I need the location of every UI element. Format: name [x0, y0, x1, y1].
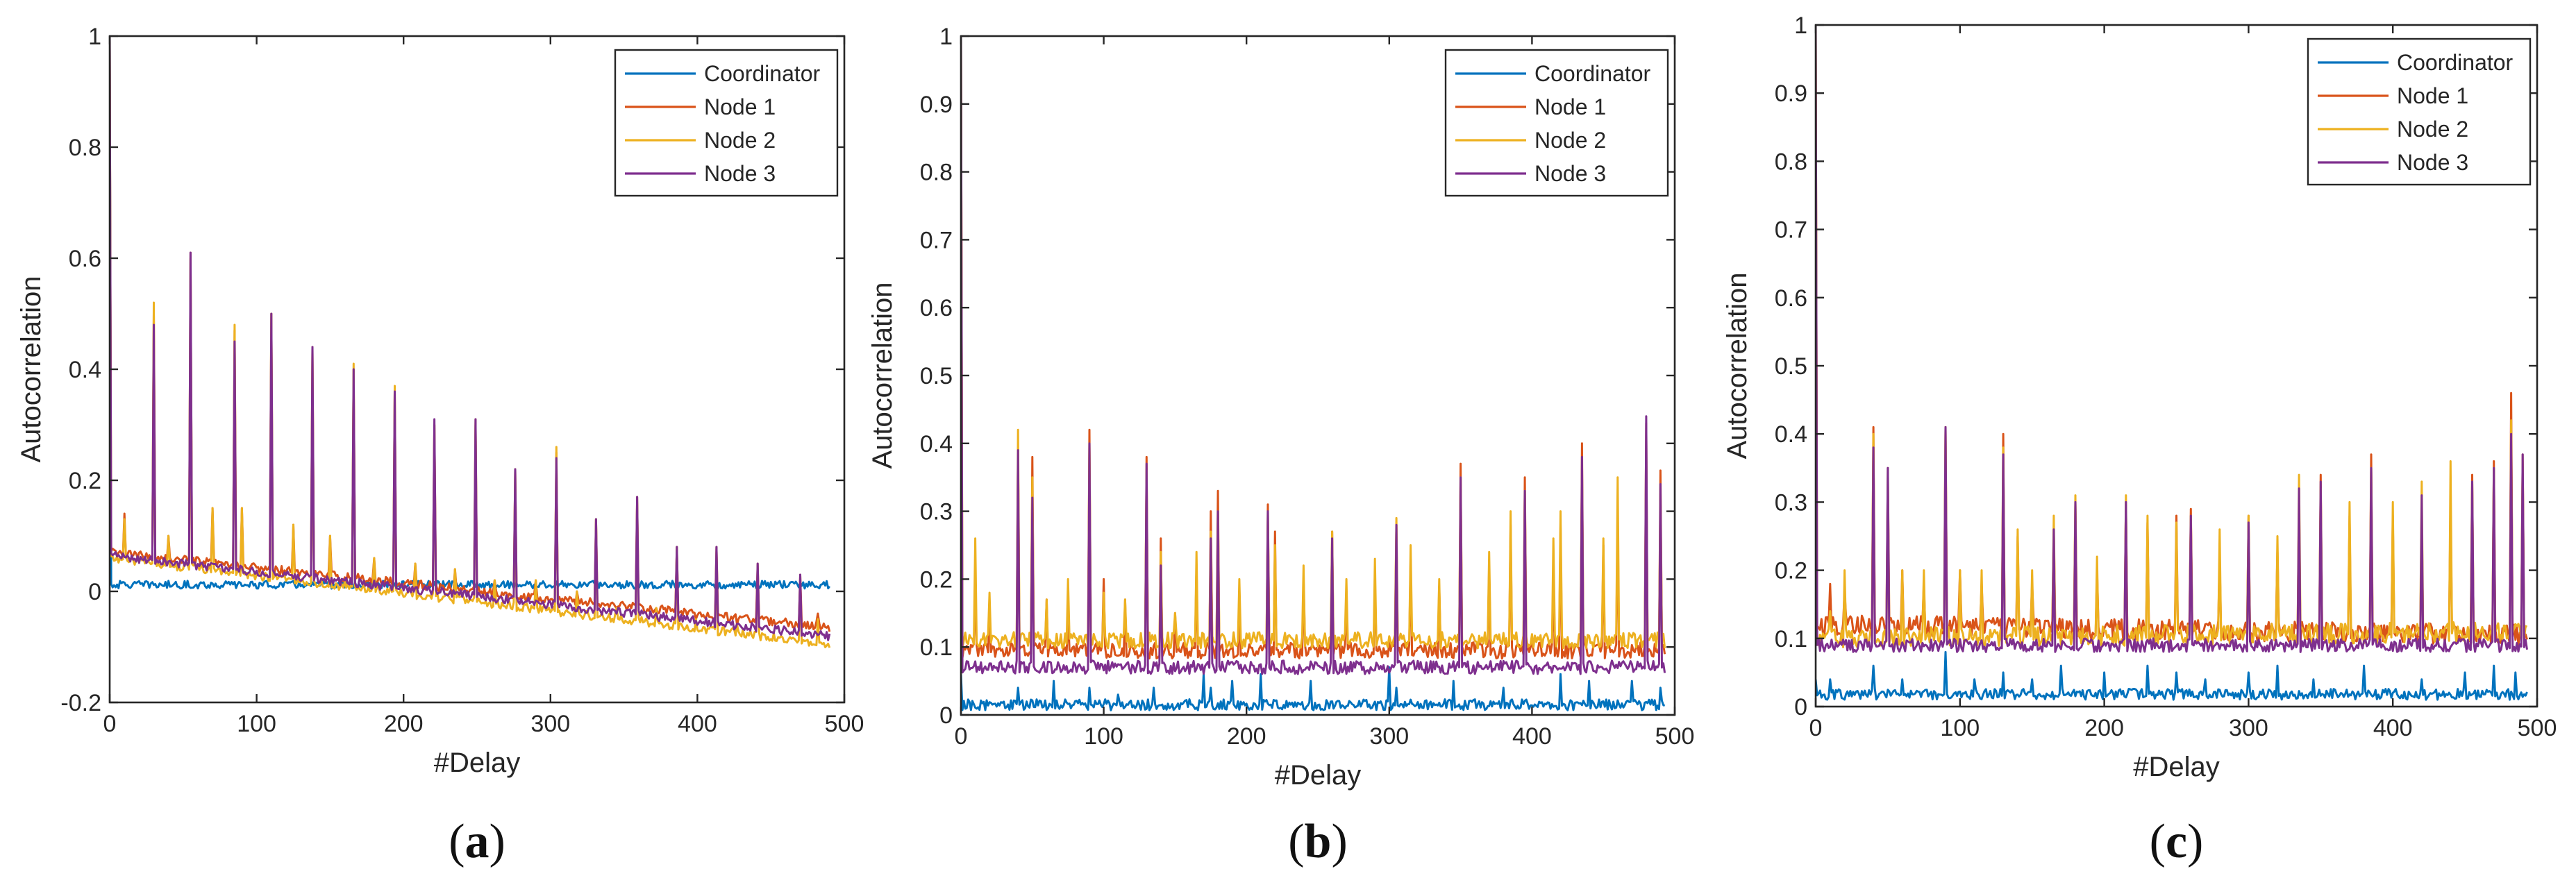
- x-tick-label: 400: [678, 711, 717, 737]
- chart-panel-a: 0 100 200 300 400 500-0.200.20.40.60.81 #Dela…: [16, 24, 864, 868]
- x-tick-label: 200: [1227, 723, 1266, 750]
- x-tick-label: 400: [2373, 715, 2413, 741]
- x-axis-title: #Delay: [2133, 752, 2220, 782]
- y-tick-label: 0.2: [1775, 558, 1807, 584]
- panel-label: (c): [2150, 815, 2204, 868]
- axis-ticks: 0 100 200 300 400 500-0.200.20.40.60.81: [60, 24, 864, 737]
- y-tick-label: 0.6: [1775, 285, 1807, 312]
- x-tick-label: 100: [1084, 723, 1123, 750]
- series-line-coordinator: [1816, 650, 2528, 701]
- legend-label: Node 2: [1534, 128, 1606, 153]
- chart-panel-c: 0 100 200 300 400 500 0 0.1 0.2 0.3 0.4 0.5 0.6 0.7 0.…: [1722, 12, 2557, 868]
- y-tick-label: 0.4: [1775, 421, 1807, 448]
- x-tick-label: 300: [530, 711, 570, 737]
- x-tick-label: 0: [103, 711, 117, 737]
- series-line-coordinator: [961, 666, 1666, 711]
- series-line-coordinator: [110, 36, 831, 590]
- x-tick-label: 100: [237, 711, 276, 737]
- y-tick-label: 0.2: [69, 468, 101, 494]
- chart-panel-b: 0 100 200 300 400 500 0 0.1 0.2 0.3 0.4 0.5 0.6 0.7 0.…: [867, 24, 1694, 868]
- x-tick-label: 400: [1512, 723, 1552, 750]
- y-tick-label: 0.1: [1775, 626, 1807, 652]
- legend-label: Coordinator: [1534, 61, 1651, 86]
- y-tick-label: 1: [88, 24, 101, 50]
- panel-label: (a): [449, 815, 505, 868]
- x-tick-label: 500: [1655, 723, 1695, 750]
- legend-label: Coordinator: [704, 61, 821, 86]
- y-tick-label: 0.4: [920, 431, 953, 457]
- axis-ticks: 0 100 200 300 400 500 0 0.1 0.2 0.3 0.4 0.5 0.6 0.7 0.…: [1775, 12, 2557, 741]
- legend-label: Node 3: [2397, 150, 2468, 175]
- legend-label: Node 1: [704, 94, 776, 119]
- legend-label: Node 1: [2397, 83, 2468, 108]
- x-tick-label: 100: [1940, 715, 1980, 741]
- x-tick-label: 300: [2229, 715, 2268, 741]
- series-line-node-2: [961, 36, 1666, 650]
- x-tick-label: 500: [2518, 715, 2557, 741]
- series-group: [110, 36, 831, 648]
- legend: Coordinator Node 1 Node 2 Node 3: [614, 49, 839, 197]
- y-tick-label: 0.4: [69, 357, 101, 383]
- series-group: [1816, 25, 2528, 701]
- y-tick-label: 0.9: [920, 92, 953, 118]
- x-tick-label: 200: [384, 711, 424, 737]
- legend: Coordinator Node 1 Node 2 Node 3: [1444, 49, 1669, 197]
- y-tick-label: 1: [1794, 12, 1807, 39]
- y-tick-label: 0: [1794, 694, 1807, 720]
- y-tick-label: 0.9: [1775, 81, 1807, 107]
- legend-label: Node 1: [1534, 94, 1606, 119]
- y-tick-label: 0.7: [1775, 217, 1807, 244]
- y-tick-label: 0.3: [920, 499, 953, 525]
- y-tick-label: 0.1: [920, 634, 953, 661]
- y-tick-label: 0.6: [920, 295, 953, 321]
- y-axis-title: Autocorrelation: [867, 282, 898, 469]
- y-tick-label: 0.6: [69, 246, 101, 272]
- series-line-node-1: [110, 36, 831, 632]
- x-axis-title: #Delay: [1275, 760, 1362, 791]
- y-tick-label: 0.2: [920, 566, 953, 593]
- legend-label: Node 2: [2397, 117, 2468, 142]
- legend-label: Coordinator: [2397, 50, 2514, 75]
- series-line-node-3: [961, 36, 1666, 675]
- series-line-node-1: [1816, 25, 2528, 646]
- x-tick-label: 200: [2084, 715, 2124, 741]
- y-tick-label: 0.5: [920, 363, 953, 389]
- y-tick-label: 0.8: [69, 135, 101, 161]
- legend-label: Node 3: [1534, 161, 1606, 186]
- axis-ticks: 0 100 200 300 400 500 0 0.1 0.2 0.3 0.4 0.5 0.6 0.7 0.…: [920, 24, 1695, 750]
- y-tick-label: 0: [88, 579, 101, 605]
- series-line-node-2: [110, 36, 831, 648]
- legend-label: Node 2: [704, 128, 776, 153]
- x-tick-label: 300: [1369, 723, 1409, 750]
- y-tick-label: -0.2: [60, 690, 101, 716]
- y-tick-label: 0.3: [1775, 489, 1807, 516]
- x-axis-title: #Delay: [434, 748, 521, 778]
- legend: Coordinator Node 1 Node 2 Node 3: [2307, 37, 2532, 186]
- y-tick-label: 0.8: [920, 160, 953, 186]
- x-tick-label: 500: [825, 711, 864, 737]
- y-tick-label: 0.8: [1775, 149, 1807, 175]
- x-tick-label: 0: [1809, 715, 1823, 741]
- y-tick-label: 0: [939, 702, 953, 729]
- series-line-node-3: [110, 36, 831, 641]
- y-axis-title: Autocorrelation: [1722, 272, 1753, 459]
- y-tick-label: 0.7: [920, 227, 953, 253]
- panel-label: (b): [1288, 815, 1348, 868]
- y-tick-label: 1: [939, 24, 953, 50]
- y-tick-label: 0.5: [1775, 353, 1807, 380]
- y-axis-title: Autocorrelation: [16, 276, 47, 462]
- series-line-node-3: [1816, 25, 2528, 653]
- x-tick-label: 0: [955, 723, 968, 750]
- legend-label: Node 3: [704, 161, 776, 186]
- series-group: [961, 36, 1666, 711]
